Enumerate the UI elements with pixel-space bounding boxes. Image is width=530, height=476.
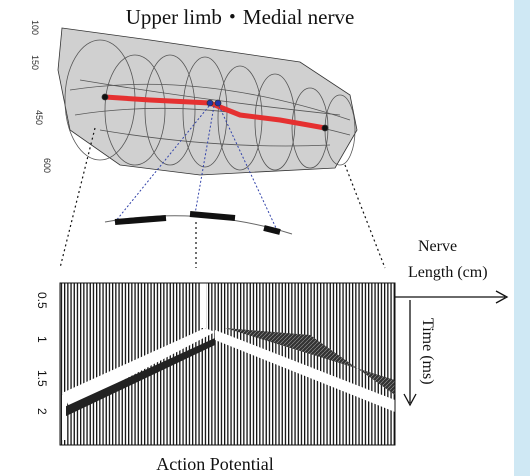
- y-tick-label: 1.5: [35, 370, 49, 387]
- mesh-tick: 600: [42, 158, 52, 173]
- title: Upper limb・Medial nerve: [126, 5, 355, 29]
- caption: Action Potential: [156, 454, 273, 474]
- x-axis-label: Nerve: [418, 238, 457, 255]
- action-potential-plot: [60, 283, 395, 445]
- y-tick-label: 0.5: [35, 292, 49, 309]
- nerve-segments: [105, 214, 292, 234]
- page: Upper limb・Medial nerve 100 150 450 600: [0, 0, 530, 476]
- y-axis-label: Time (ms): [419, 318, 436, 385]
- limb-mesh: [58, 28, 357, 175]
- mesh-tick: 150: [30, 55, 40, 70]
- x-axis-label: Length (cm): [408, 264, 488, 281]
- y-tick-label: 2: [35, 408, 49, 415]
- axis-arrows: [395, 291, 507, 405]
- side-strip: [514, 0, 530, 476]
- y-tick-label: 1: [35, 336, 49, 343]
- mesh-tick: 100: [30, 20, 40, 35]
- figure: Upper limb・Medial nerve 100 150 450 600: [0, 0, 530, 476]
- mesh-tick: 450: [34, 110, 44, 125]
